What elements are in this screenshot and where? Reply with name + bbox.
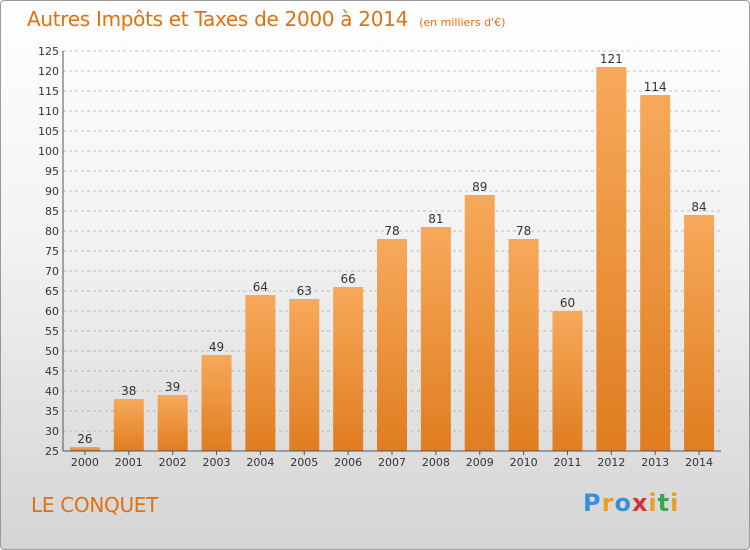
x-tick-label: 2011	[553, 456, 581, 469]
bar	[552, 311, 583, 451]
data-label: 26	[77, 432, 92, 446]
bar	[201, 355, 232, 451]
bar	[157, 395, 188, 451]
bar	[289, 299, 320, 451]
bar	[377, 239, 407, 451]
title-unit: (en milliers d'€)	[419, 16, 506, 29]
y-tick-label: 45	[45, 365, 59, 378]
data-label: 89	[472, 180, 487, 194]
bar	[69, 447, 100, 451]
title-main: Autres Impôts et Taxes de 2000 à 2014	[27, 7, 408, 31]
x-tick-label: 2013	[641, 456, 669, 469]
data-label: 78	[384, 224, 399, 238]
x-tick-label: 2003	[203, 456, 231, 469]
data-label: 60	[560, 296, 575, 310]
proxiti-logo[interactable]: Proxiti	[583, 489, 679, 517]
logo-letter: i	[670, 489, 680, 517]
y-tick-label: 115	[38, 85, 59, 98]
y-tick-label: 30	[45, 425, 59, 438]
x-tick-label: 2004	[246, 456, 274, 469]
x-tick-label: 2005	[290, 456, 318, 469]
y-tick-label: 55	[45, 325, 59, 338]
x-tick-label: 2008	[422, 456, 450, 469]
y-tick-label: 105	[38, 125, 59, 138]
x-tick-label: 2002	[159, 456, 187, 469]
x-tick-label: 2007	[378, 456, 406, 469]
data-label: 49	[209, 340, 224, 354]
logo-letter: o	[614, 489, 632, 517]
y-tick-label: 70	[45, 265, 59, 278]
y-tick-label: 110	[38, 105, 59, 118]
y-tick-label: 35	[45, 405, 59, 418]
logo-letter: P	[583, 489, 602, 517]
town-name: LE CONQUET	[31, 493, 159, 517]
x-tick-label: 2010	[510, 456, 538, 469]
x-tick-label: 2000	[71, 456, 99, 469]
x-tick-label: 2009	[466, 456, 494, 469]
data-label: 66	[340, 272, 355, 286]
bar	[464, 195, 495, 451]
bars: 26 38 39 49 64 63 66 78 81 89 78 60 121 114 84	[69, 52, 715, 451]
x-tick-label: 2014	[685, 456, 713, 469]
data-label: 121	[600, 52, 623, 66]
x-tick-label: 2006	[334, 456, 362, 469]
bar	[420, 227, 451, 451]
bar	[596, 67, 627, 451]
y-tick-label: 25	[45, 445, 59, 458]
y-tick-label: 75	[45, 245, 59, 258]
x-tick-label: 2012	[597, 456, 625, 469]
y-tick-label: 125	[38, 45, 59, 58]
data-label: 64	[253, 280, 268, 294]
logo-letter: i	[648, 489, 658, 517]
x-tick-label: 2001	[115, 456, 143, 469]
chart-title: Autres Impôts et Taxes de 2000 à 2014 (e…	[27, 7, 505, 31]
x-axis: 2000 2001 2002 2003 2004 2005 2006 2007 2008 2009…	[63, 450, 721, 469]
data-label: 39	[165, 380, 180, 394]
y-tick-label: 80	[45, 225, 59, 238]
y-tick-label: 120	[38, 65, 59, 78]
bar	[245, 295, 276, 451]
y-axis: 25 30 35 40 45 50 55 60 65 70 75 80 85 90 95 100 105 110 1…	[38, 45, 64, 458]
bar	[113, 399, 144, 451]
y-tick-label: 85	[45, 205, 59, 218]
bar	[508, 239, 539, 451]
logo-letter: t	[657, 489, 671, 517]
data-label: 81	[428, 212, 443, 226]
y-tick-label: 95	[45, 165, 59, 178]
data-label: 84	[691, 200, 706, 214]
y-tick-label: 60	[45, 305, 59, 318]
data-label: 38	[121, 384, 136, 398]
y-tick-label: 100	[38, 145, 59, 158]
y-tick-label: 90	[45, 185, 59, 198]
logo-letter: x	[631, 489, 649, 517]
bar	[684, 215, 715, 451]
y-tick-label: 65	[45, 285, 59, 298]
data-label: 78	[516, 224, 531, 238]
y-tick-label: 40	[45, 385, 59, 398]
logo-letter: r	[601, 489, 615, 517]
bar	[333, 287, 364, 451]
y-tick-label: 50	[45, 345, 59, 358]
data-label: 114	[644, 80, 667, 94]
bar	[640, 95, 671, 451]
data-label: 63	[297, 284, 312, 298]
